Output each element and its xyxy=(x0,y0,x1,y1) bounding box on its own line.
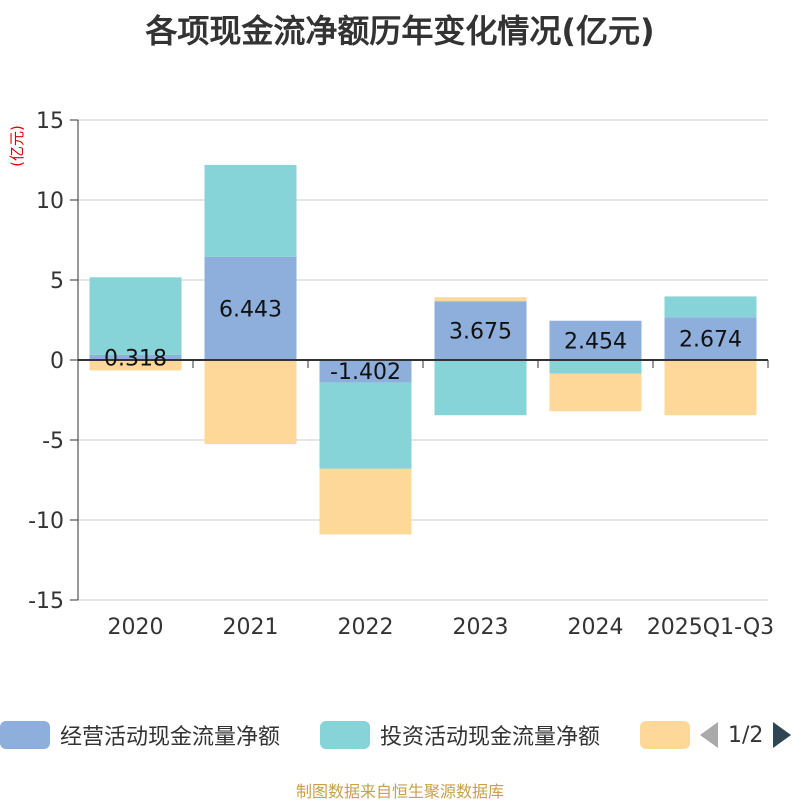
x-tick-label: 2023 xyxy=(453,615,509,640)
bar-2-2025Q1-Q3 xyxy=(664,360,757,416)
y-tick-label: 0 xyxy=(50,349,64,374)
bar-0-2022 xyxy=(319,360,412,383)
pager-page-text: 1/2 xyxy=(728,722,764,748)
data-label: 6.443 xyxy=(219,297,282,322)
bar-1-2025Q1-Q3 xyxy=(664,296,757,318)
y-tick-label: -10 xyxy=(28,509,64,534)
legend-swatch-operating xyxy=(0,721,50,749)
bar-0-2024 xyxy=(549,320,642,360)
legend-swatch-financing xyxy=(640,721,690,749)
legend-item-financing[interactable] xyxy=(640,718,700,752)
data-label: 2.454 xyxy=(564,329,627,354)
bar-2-2024 xyxy=(549,373,642,412)
bar-1-2021 xyxy=(204,164,297,257)
bar-2-2020 xyxy=(89,360,182,371)
bar-2-2022 xyxy=(319,468,412,535)
x-tick-label: 2021 xyxy=(223,615,279,640)
y-tick-label: 15 xyxy=(36,109,64,134)
legend-swatch-investing xyxy=(320,721,370,749)
data-label: 0.318 xyxy=(104,346,167,371)
bar-1-2024 xyxy=(549,360,642,374)
legend-item-investing[interactable]: 投资活动现金流量净额 xyxy=(320,718,600,752)
bar-1-2020 xyxy=(89,277,182,355)
bar-0-2023 xyxy=(434,301,527,360)
data-label: 2.674 xyxy=(679,328,742,353)
legend: 经营活动现金流量净额 投资活动现金流量净额 xyxy=(0,718,800,752)
x-tick-label: 2022 xyxy=(338,615,394,640)
data-label: 3.675 xyxy=(449,320,512,345)
bar-0-2021 xyxy=(204,256,297,360)
y-tick-label: -5 xyxy=(42,429,64,454)
bar-2-2023 xyxy=(434,297,527,302)
bar-2-2021 xyxy=(204,360,297,444)
legend-item-operating[interactable]: 经营活动现金流量净额 xyxy=(0,718,280,752)
bar-0-2020 xyxy=(89,354,182,360)
x-tick-label: 2025Q1-Q3 xyxy=(647,615,774,640)
legend-label-investing: 投资活动现金流量净额 xyxy=(380,725,601,750)
y-tick-label: 5 xyxy=(50,269,64,294)
x-tick-label: 2020 xyxy=(108,615,164,640)
pager-prev-icon[interactable] xyxy=(700,722,718,748)
x-tick-label: 2024 xyxy=(568,615,624,640)
chart-title: 各项现金流净额历年变化情况(亿元) xyxy=(145,12,655,50)
y-tick-label: -15 xyxy=(28,589,64,614)
bar-0-2025Q1-Q3 xyxy=(664,317,757,360)
y-axis-unit-label: (亿元) xyxy=(8,125,26,167)
legend-label-operating: 经营活动现金流量净额 xyxy=(60,725,281,750)
bar-1-2022 xyxy=(319,382,412,469)
bar-1-2023 xyxy=(434,360,527,416)
pager-next-icon[interactable] xyxy=(773,722,792,748)
legend-pager: 1/2 xyxy=(700,718,792,752)
data-label: -1.402 xyxy=(330,360,401,385)
y-tick-label: 10 xyxy=(36,189,64,214)
source-note: 制图数据来自恒生聚源数据库 xyxy=(295,782,504,800)
